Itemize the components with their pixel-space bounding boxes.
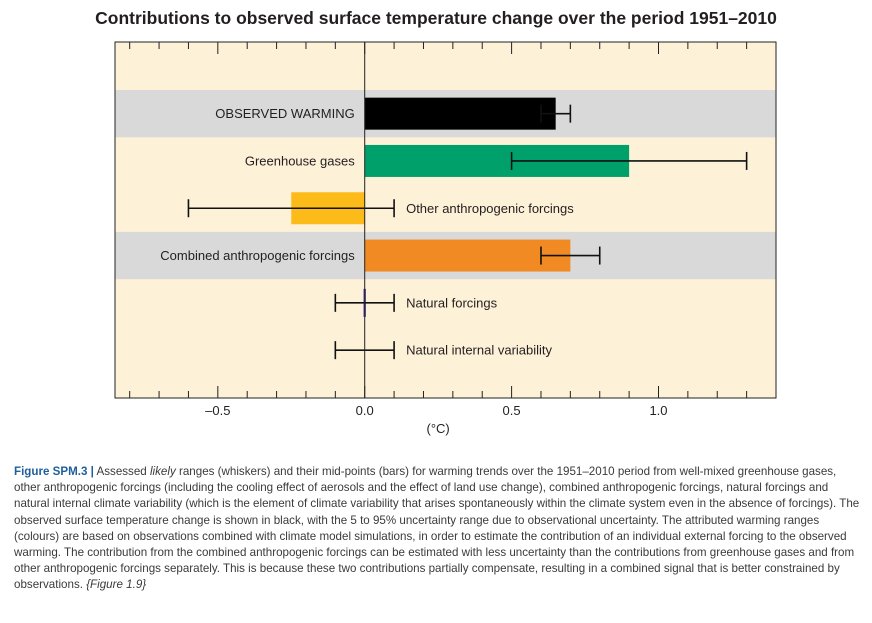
caption-text-start: Assessed [93, 465, 150, 478]
caption-italic-term: likely [149, 465, 176, 478]
figure-caption: Figure SPM.3 | Assessed likely ranges (w… [14, 464, 862, 594]
bar-group: Greenhouse gases [245, 144, 748, 177]
figure-reference: {Figure 1.9} [82, 578, 147, 592]
tick-label: 1.0 [649, 403, 667, 418]
bar [364, 97, 556, 130]
plot-frame [114, 41, 777, 399]
tick-label: 0.0 [356, 403, 374, 418]
bar-label: Natural internal variability [406, 343, 552, 358]
tick-label: 0.5 [503, 403, 521, 418]
x-axis-label: (°C) [427, 421, 450, 436]
figure-label: Figure SPM.3 | [14, 465, 94, 478]
tick-label: –0.5 [205, 403, 230, 418]
bar-group: OBSERVED WARMING [215, 97, 572, 130]
bar-label: Greenhouse gases [245, 153, 355, 168]
bar-group: Other anthropogenic forcings [187, 192, 574, 225]
bar-chart: OBSERVED WARMING Greenhouse gases Other an… [114, 41, 777, 436]
bar-label: Natural forcings [406, 295, 498, 310]
bar [364, 239, 571, 272]
caption-text-body: ranges (whiskers) and their mid-points (… [14, 465, 860, 592]
bar-label: Combined anthropogenic forcings [160, 248, 355, 263]
bar-group: Combined anthropogenic forcings [160, 239, 601, 272]
bar-label: OBSERVED WARMING [215, 106, 354, 121]
chart-title: Contributions to observed surface temper… [95, 8, 777, 28]
bar-label: Other anthropogenic forcings [406, 201, 574, 216]
